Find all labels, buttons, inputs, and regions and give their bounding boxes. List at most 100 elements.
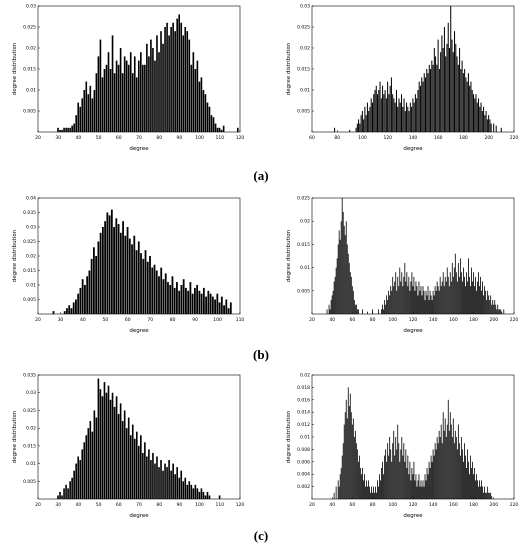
chart-c-right-bar xyxy=(389,437,391,499)
chart-b-left-xlabel: degree xyxy=(129,328,149,334)
chart-c-right-bar xyxy=(417,480,419,499)
chart-c-right-ytick-label: 0.014 xyxy=(297,410,310,416)
chart-b-right-bar xyxy=(355,304,357,314)
chart-c-left-bar xyxy=(152,452,154,499)
chart-b-left-bar xyxy=(182,279,185,314)
chart-b-right-bar xyxy=(378,309,379,314)
chart-c-right-bar xyxy=(407,455,409,499)
chart-c-right-bar xyxy=(480,486,481,499)
chart-b-right-xtick-label: 40 xyxy=(329,317,335,323)
chart-b-right-bar xyxy=(447,276,449,314)
chart-b-right-bar xyxy=(386,295,388,314)
chart-b-right-bar xyxy=(477,281,478,314)
chart-c-right-bar xyxy=(450,424,452,499)
chart-a-left-xtick-label: 110 xyxy=(216,135,225,141)
chart-c-right-bar xyxy=(351,424,353,499)
chart-a-right-bar xyxy=(418,81,420,132)
chart-b-left-bar xyxy=(225,299,228,314)
chart-c-right-ytick-label: 0.002 xyxy=(297,484,310,490)
chart-c-left-bar xyxy=(194,484,197,499)
chart-b-right-bar xyxy=(346,244,348,314)
chart-c-right-bar xyxy=(482,486,483,499)
chart-a-right-bar xyxy=(365,115,367,132)
chart-a-right-xlabel: degree xyxy=(403,146,423,152)
chart-a-left-bar xyxy=(152,48,154,132)
chart-c-right-bar xyxy=(468,461,469,499)
chart-c-left-bar xyxy=(91,431,94,499)
chart-c-right-bar xyxy=(333,492,335,499)
chart-a-left-bar xyxy=(222,125,225,132)
chart-b-right-bar xyxy=(334,276,336,314)
chart-c-right-bar xyxy=(373,486,374,499)
chart-b-left-bar xyxy=(202,287,205,314)
chart-b-left-bar xyxy=(131,244,133,314)
chart-a-right-bar xyxy=(389,85,391,132)
chart-a-left-xtick-label: 30 xyxy=(55,135,61,141)
chart-b-right-ytick-label: 0.01 xyxy=(300,265,310,271)
chart-b-right-bar xyxy=(452,276,454,314)
chart-a-left-bar xyxy=(65,127,67,132)
chart-a-left-bar xyxy=(204,94,207,132)
chart-a-right-bar xyxy=(349,129,351,132)
chart-a-right-bar xyxy=(364,106,366,132)
chart-c-right-bar xyxy=(405,449,407,499)
chart-b-left-bar xyxy=(155,270,158,314)
chart-a-left-bar xyxy=(83,90,86,132)
chart-c-left-bar xyxy=(148,449,150,499)
chart-a-left-bar xyxy=(133,56,136,132)
chart-b-left-bar xyxy=(84,285,86,314)
chart-b-right-bar xyxy=(411,272,413,314)
chart-b-right-bar xyxy=(460,272,462,314)
chart-c-right-bar xyxy=(416,486,418,499)
chart-c-right-bar xyxy=(337,480,339,499)
chart-a-right-bar xyxy=(437,39,439,132)
chart-a-right-bar xyxy=(454,31,456,133)
chart-a-left-bar xyxy=(73,123,75,132)
chart-c-right-bar xyxy=(377,480,378,499)
chart-b-right-bar xyxy=(344,235,346,314)
chart-b-left-bar xyxy=(124,235,127,314)
chart-c-right-ytick-label: 0.006 xyxy=(297,459,310,465)
chart-b-right-bar xyxy=(458,276,460,314)
chart-b-right-bar xyxy=(400,281,402,314)
chart-b-right-xtick-label: 80 xyxy=(370,317,376,323)
chart-b-right-bar xyxy=(493,304,495,314)
chart-a-right-bar xyxy=(464,69,466,132)
chart-a-right-bar xyxy=(394,102,396,132)
chart-a-left-bar xyxy=(218,127,221,132)
chart-a-left-bar xyxy=(75,115,77,132)
chart-c-right-bar xyxy=(453,443,455,499)
chart-a-right-bar xyxy=(422,81,424,132)
chart-a-right-bar xyxy=(476,102,478,132)
chart-a-left-bar xyxy=(135,77,138,132)
chart-b-right-bar xyxy=(394,281,396,314)
chart-a-right-bar xyxy=(421,77,423,132)
chart-c-left-bar xyxy=(150,460,152,499)
chart-b-right-bar xyxy=(454,253,456,314)
chart-a-left-xtick-label: 90 xyxy=(177,135,183,141)
chart-a-left-bar xyxy=(125,60,128,132)
chart-a-right-bar xyxy=(370,98,372,132)
chart-c-left-bar xyxy=(101,396,104,499)
chart-c-right-bar xyxy=(409,461,411,499)
chart-c-right-bar xyxy=(396,449,398,499)
chart-a-left-bar xyxy=(87,94,90,132)
chart-b-right-bar xyxy=(409,290,411,314)
chart-a-left-bar xyxy=(81,98,84,132)
chart-b-right-bar xyxy=(399,267,401,314)
chart-b-right-bar xyxy=(478,272,479,314)
chart-c-right-xtick-label: 140 xyxy=(429,502,438,508)
chart-b-right-bar xyxy=(415,281,417,314)
chart-a-right-bar xyxy=(409,102,411,132)
chart-c-left-bar xyxy=(170,470,172,499)
chart-b-left-bar xyxy=(86,276,89,314)
chart-b-right-svg: 20 40 60 80 100 120 140 160 180 200 220 0.005 0.01 0.… xyxy=(286,196,518,335)
chart-a-left-bar xyxy=(129,52,132,133)
chart-c-right-bar xyxy=(369,486,370,499)
chart-a-left-bar xyxy=(156,35,158,132)
chart-c-right-bar xyxy=(434,443,436,499)
chart-c-right-bar xyxy=(440,424,442,499)
chart-b-left-xtick-label: 100 xyxy=(213,317,222,323)
chart-b-left-bar xyxy=(205,296,208,314)
chart-c-left-bar xyxy=(103,382,106,499)
